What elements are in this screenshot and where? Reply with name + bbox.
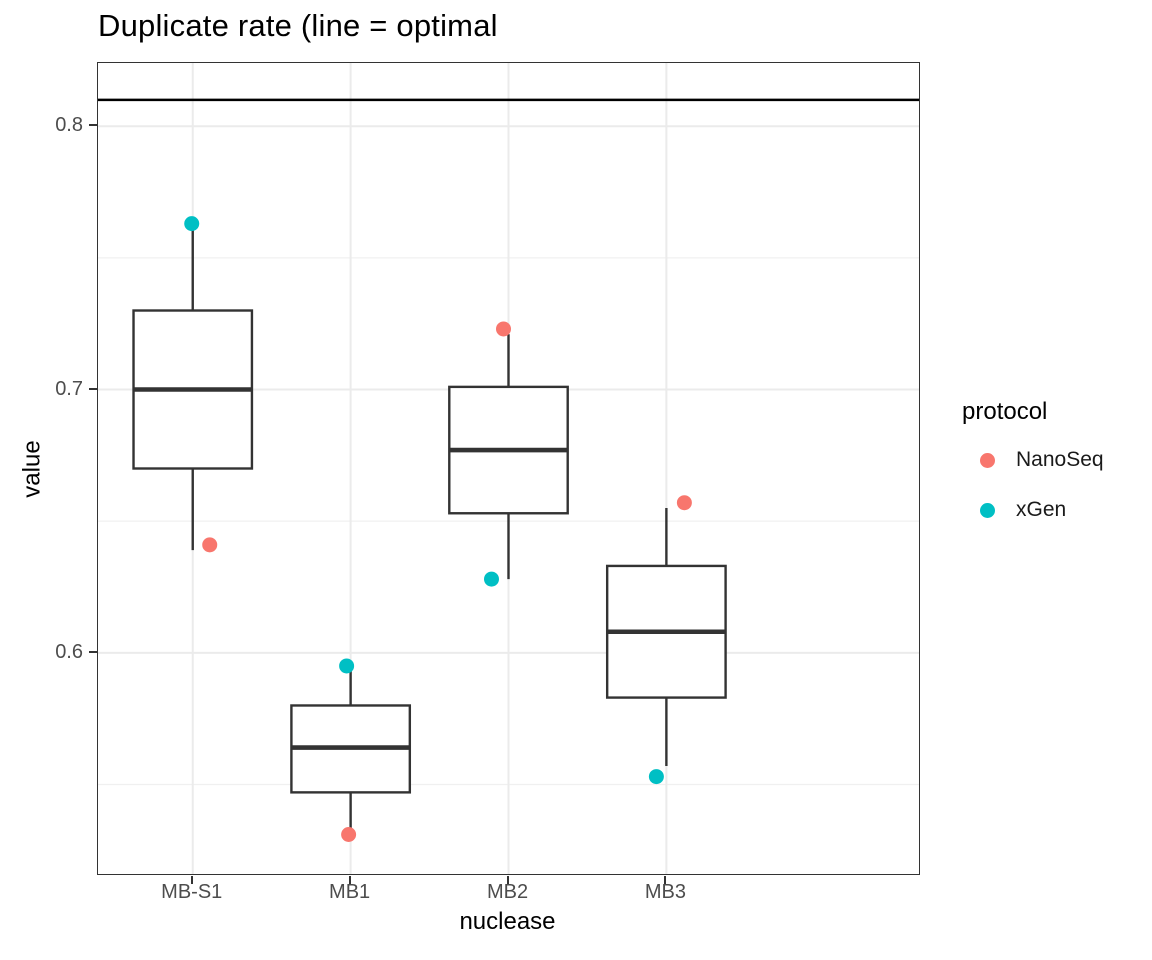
legend-item-nanoseq: NanoSeq (962, 448, 1104, 472)
data-point-xgen (484, 571, 499, 587)
plot-panel (97, 62, 920, 875)
xgen-point-icon (980, 502, 995, 518)
x-tick-mark (506, 876, 509, 884)
x-tick-label-MB3: MB3 (644, 881, 686, 903)
y-tick-label: 0.6 (55, 640, 83, 663)
x-tick-mark (348, 876, 351, 884)
y-tick-label: 0.8 (55, 114, 83, 137)
plot-canvas (98, 63, 919, 874)
legend-item-xgen: xGen (962, 498, 1104, 522)
data-point-nanoseq (676, 495, 692, 511)
x-tick-label-MB1: MB1 (329, 881, 371, 903)
x-tick-label-MB-S1: MB-S1 (161, 881, 223, 903)
nanoseq-point-icon (980, 452, 995, 468)
legend-title: protocol (962, 398, 1048, 425)
x-axis-title: nuclease (459, 908, 556, 935)
legend: protocol NanoSeq xGen (962, 398, 1104, 548)
data-point-xgen (648, 769, 664, 785)
y-tick-mark (89, 650, 97, 653)
x-tick-label-MB2: MB2 (486, 881, 529, 903)
data-point-xgen (339, 658, 355, 674)
data-point-nanoseq (341, 827, 357, 843)
x-tick-mark (190, 876, 193, 884)
plot-title: Duplicate rate (line = optimal (98, 8, 498, 43)
legend-item-label: NanoSeq (1016, 448, 1104, 471)
data-point-nanoseq (202, 537, 218, 553)
y-tick-label: 0.7 (55, 377, 83, 400)
x-tick-mark (664, 876, 667, 884)
data-point-nanoseq (496, 321, 511, 337)
data-point-xgen (184, 216, 200, 232)
y-tick-mark (89, 387, 97, 390)
y-axis-title: value (18, 440, 46, 498)
y-tick-mark (89, 124, 97, 127)
legend-item-label: xGen (1016, 498, 1067, 521)
